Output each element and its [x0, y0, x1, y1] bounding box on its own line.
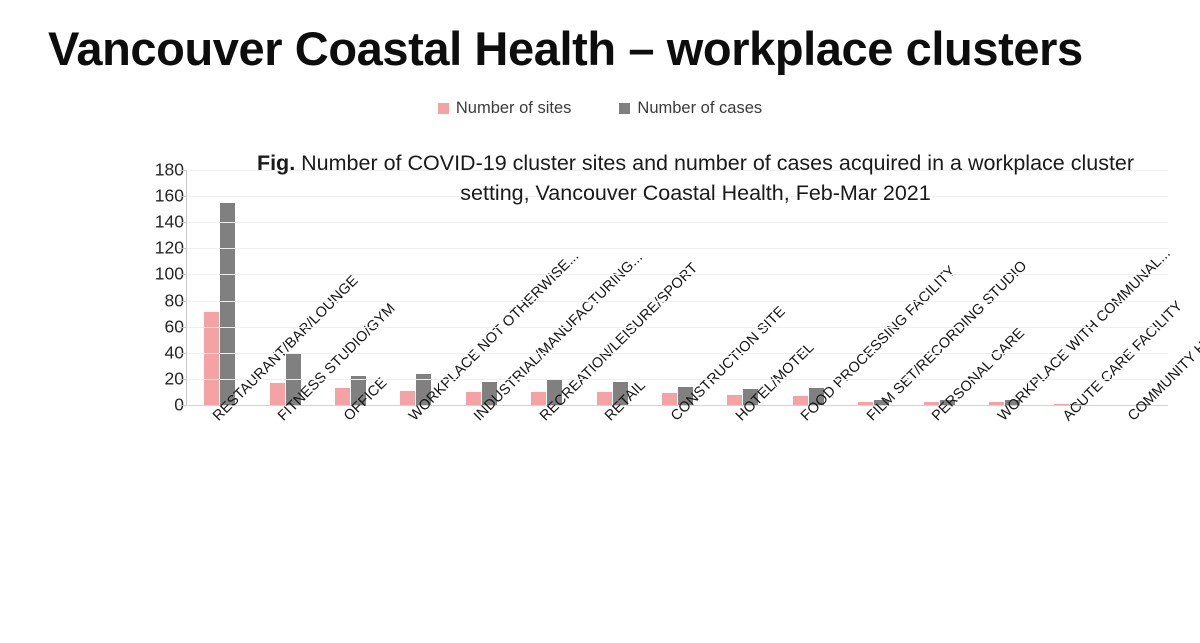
y-axis-line	[186, 170, 187, 406]
gridline	[187, 170, 1168, 171]
chart-legend: Number of sites Number of cases	[0, 99, 1200, 118]
bar-group	[972, 170, 1037, 405]
x-axis-line	[186, 405, 1168, 406]
legend-swatch-sites	[437, 103, 449, 114]
y-axis-tick-label: 140	[154, 211, 184, 232]
y-axis-tick-mark	[179, 378, 186, 380]
gridline	[187, 248, 1168, 250]
y-axis-tick-mark	[179, 352, 186, 354]
y-axis-tick-labels: 180 160 140 120 100 80 60 40 20 0	[140, 160, 184, 416]
bar-cases[interactable]	[677, 386, 693, 405]
y-axis-tick-mark	[179, 248, 186, 250]
bar-sites[interactable]	[596, 391, 612, 405]
bar-cases[interactable]	[481, 381, 497, 405]
bar-sites[interactable]	[923, 402, 939, 405]
bar-sites[interactable]	[988, 402, 1004, 405]
bar-cases[interactable]	[1004, 399, 1020, 405]
y-axis-tick-label: 0	[174, 395, 184, 416]
legend-label-sites: Number of sites	[455, 99, 572, 117]
y-axis-tick-mark	[179, 196, 186, 198]
y-axis-tick-label: 20	[164, 368, 184, 389]
gridline	[187, 378, 1168, 380]
gridline	[187, 300, 1168, 302]
bar-group	[383, 170, 448, 405]
bar-cases[interactable]	[743, 389, 759, 405]
bar-sites[interactable]	[661, 393, 677, 405]
y-axis-tick-label: 120	[154, 237, 184, 258]
bar-cases[interactable]	[1070, 403, 1086, 405]
x-axis-category-labels: RESTAURANT/BAR/LOUNGE FITNESS STUDIO/GYM O…	[0, 227, 1200, 643]
bar-group	[514, 170, 579, 405]
bar-sites[interactable]	[465, 391, 481, 405]
legend-swatch-cases	[619, 103, 631, 114]
bar-cases[interactable]	[547, 380, 563, 405]
bar-group	[906, 170, 971, 405]
bar-sites[interactable]	[334, 388, 350, 405]
bar-series-container	[187, 170, 1168, 405]
bar-group	[776, 170, 841, 405]
bar-group	[318, 170, 383, 405]
y-axis-tick-label: 40	[164, 342, 184, 363]
legend-label-cases: Number of cases	[637, 99, 763, 117]
y-axis-tick-mark	[179, 170, 186, 171]
bar-sites[interactable]	[1054, 403, 1070, 405]
y-axis-tick-label: 100	[154, 263, 184, 284]
bar-group	[1037, 170, 1102, 405]
y-axis-tick-mark	[179, 300, 186, 302]
bar-group	[710, 170, 775, 405]
bar-cases[interactable]	[939, 399, 955, 405]
bar-sites[interactable]	[531, 391, 547, 405]
bar-cases[interactable]	[612, 381, 628, 405]
bar-group	[579, 170, 644, 405]
gridline	[187, 352, 1168, 354]
bar-sites[interactable]	[792, 395, 808, 405]
bar-cases[interactable]	[350, 376, 366, 405]
y-axis-tick-label: 80	[164, 290, 184, 311]
bar-group	[187, 170, 252, 405]
gridline	[187, 326, 1168, 328]
bar-cases[interactable]	[874, 399, 890, 405]
gridline	[187, 274, 1168, 276]
bar-group	[841, 170, 906, 405]
bar-group	[645, 170, 710, 405]
y-axis-tick-mark	[179, 326, 186, 328]
y-axis-tick-mark	[179, 405, 186, 406]
bar-cases[interactable]	[808, 388, 824, 405]
page-title: Vancouver Coastal Health – workplace clu…	[48, 22, 1083, 75]
bar-cases[interactable]	[1135, 403, 1151, 405]
bar-sites[interactable]	[204, 312, 220, 405]
y-axis-tick-label: 180	[154, 159, 184, 180]
bar-sites[interactable]	[400, 390, 416, 405]
legend-entry-sites[interactable]: Number of sites	[437, 99, 572, 118]
bar-group	[449, 170, 514, 405]
bar-sites[interactable]	[858, 402, 874, 405]
y-axis-tick-mark	[179, 274, 186, 276]
bar-sites[interactable]	[269, 382, 285, 405]
bar-group	[1103, 170, 1168, 405]
y-axis-tick-label: 160	[154, 185, 184, 206]
y-axis-tick-mark	[179, 222, 186, 224]
legend-entry-cases[interactable]: Number of cases	[619, 99, 762, 118]
gridline	[187, 222, 1168, 224]
bar-sites[interactable]	[727, 394, 743, 405]
y-axis-tick-label: 60	[164, 316, 184, 337]
bar-cases[interactable]	[416, 373, 432, 405]
gridline	[187, 196, 1168, 198]
bar-cases[interactable]	[220, 202, 236, 405]
